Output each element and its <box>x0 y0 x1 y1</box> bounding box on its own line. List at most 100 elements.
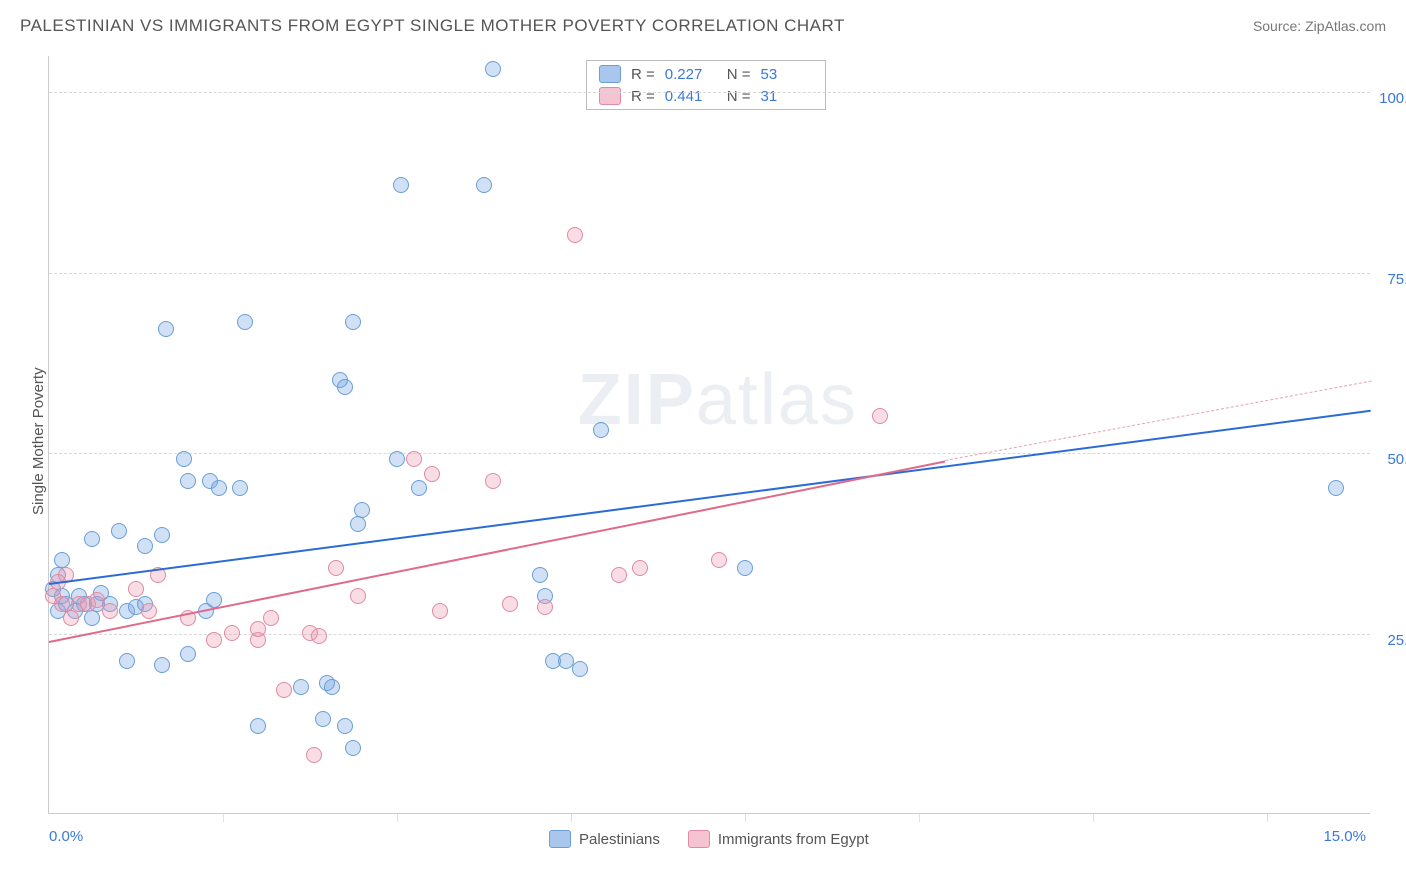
gridline-h <box>49 634 1370 635</box>
series-swatch <box>688 830 710 848</box>
data-point <box>293 679 309 695</box>
data-point <box>154 657 170 673</box>
correlation-stats-legend: R = 0.227 N = 53 R = 0.441 N = 31 <box>586 60 826 110</box>
data-point <box>137 538 153 554</box>
data-point <box>593 422 609 438</box>
y-tick-label: 25.0% <box>1387 632 1406 649</box>
data-point <box>141 603 157 619</box>
trend-line <box>945 381 1371 461</box>
x-tick <box>571 814 572 822</box>
legend-label: Palestinians <box>579 831 660 848</box>
stat-label: R = <box>631 88 655 105</box>
x-tick-label-left: 0.0% <box>49 828 83 845</box>
data-point <box>476 177 492 193</box>
data-point <box>872 408 888 424</box>
data-point <box>485 473 501 489</box>
data-point <box>54 596 70 612</box>
x-tick <box>919 814 920 822</box>
data-point <box>632 560 648 576</box>
data-point <box>345 740 361 756</box>
data-point <box>485 61 501 77</box>
stat-r-value: 0.441 <box>665 88 717 105</box>
data-point <box>119 653 135 669</box>
data-point <box>250 718 266 734</box>
y-tick-label: 75.0% <box>1387 271 1406 288</box>
data-point <box>611 567 627 583</box>
data-point <box>411 480 427 496</box>
data-point <box>354 502 370 518</box>
series-legend: Palestinians Immigrants from Egypt <box>549 830 869 848</box>
data-point <box>176 451 192 467</box>
data-point <box>350 588 366 604</box>
data-point <box>345 314 361 330</box>
data-point <box>393 177 409 193</box>
data-point <box>572 661 588 677</box>
data-point <box>311 628 327 644</box>
data-point <box>211 480 227 496</box>
gridline-h <box>49 92 1370 93</box>
data-point <box>84 531 100 547</box>
data-point <box>532 567 548 583</box>
data-point <box>63 610 79 626</box>
series-swatch <box>599 87 621 105</box>
data-point <box>111 523 127 539</box>
stat-n-value: 31 <box>761 88 813 105</box>
data-point <box>1328 480 1344 496</box>
data-point <box>711 552 727 568</box>
data-point <box>224 625 240 641</box>
series-swatch <box>599 65 621 83</box>
x-tick <box>397 814 398 822</box>
data-point <box>276 682 292 698</box>
series-swatch <box>549 830 571 848</box>
x-tick <box>745 814 746 822</box>
gridline-h <box>49 453 1370 454</box>
data-point <box>84 610 100 626</box>
data-point <box>537 599 553 615</box>
chart-title: PALESTINIAN VS IMMIGRANTS FROM EGYPT SIN… <box>20 16 845 36</box>
y-tick-label: 100.0% <box>1379 90 1406 107</box>
data-point <box>306 747 322 763</box>
data-point <box>337 379 353 395</box>
source-attribution: Source: ZipAtlas.com <box>1253 18 1386 34</box>
data-point <box>567 227 583 243</box>
gridline-h <box>49 273 1370 274</box>
legend-item: Immigrants from Egypt <box>688 830 869 848</box>
data-point <box>350 516 366 532</box>
data-point <box>180 646 196 662</box>
data-point <box>180 473 196 489</box>
data-point <box>232 480 248 496</box>
data-point <box>154 527 170 543</box>
data-point <box>158 321 174 337</box>
data-point <box>315 711 331 727</box>
data-point <box>102 603 118 619</box>
data-point <box>424 466 440 482</box>
stat-label: N = <box>727 88 751 105</box>
legend-item: Palestinians <box>549 830 660 848</box>
stats-row: R = 0.441 N = 31 <box>587 85 825 107</box>
data-point <box>250 621 266 637</box>
data-point <box>406 451 422 467</box>
data-point <box>328 560 344 576</box>
scatter-chart: ZIPatlas R =0.227N =53R =0.441N =31 Pale… <box>48 56 1370 814</box>
stat-n-value: 53 <box>761 66 813 83</box>
data-point <box>206 632 222 648</box>
data-point <box>128 581 144 597</box>
watermark: ZIPatlas <box>578 359 858 441</box>
y-tick-label: 50.0% <box>1387 451 1406 468</box>
y-axis-label: Single Mother Poverty <box>30 367 47 515</box>
data-point <box>737 560 753 576</box>
x-tick <box>223 814 224 822</box>
data-point <box>502 596 518 612</box>
x-tick <box>1267 814 1268 822</box>
stats-row: R = 0.227 N = 53 <box>587 63 825 85</box>
stat-label: N = <box>727 66 751 83</box>
data-point <box>432 603 448 619</box>
data-point <box>337 718 353 734</box>
x-tick-label-right: 15.0% <box>1323 828 1366 845</box>
stat-r-value: 0.227 <box>665 66 717 83</box>
stat-label: R = <box>631 66 655 83</box>
data-point <box>263 610 279 626</box>
data-point <box>324 679 340 695</box>
data-point <box>237 314 253 330</box>
legend-label: Immigrants from Egypt <box>718 831 869 848</box>
